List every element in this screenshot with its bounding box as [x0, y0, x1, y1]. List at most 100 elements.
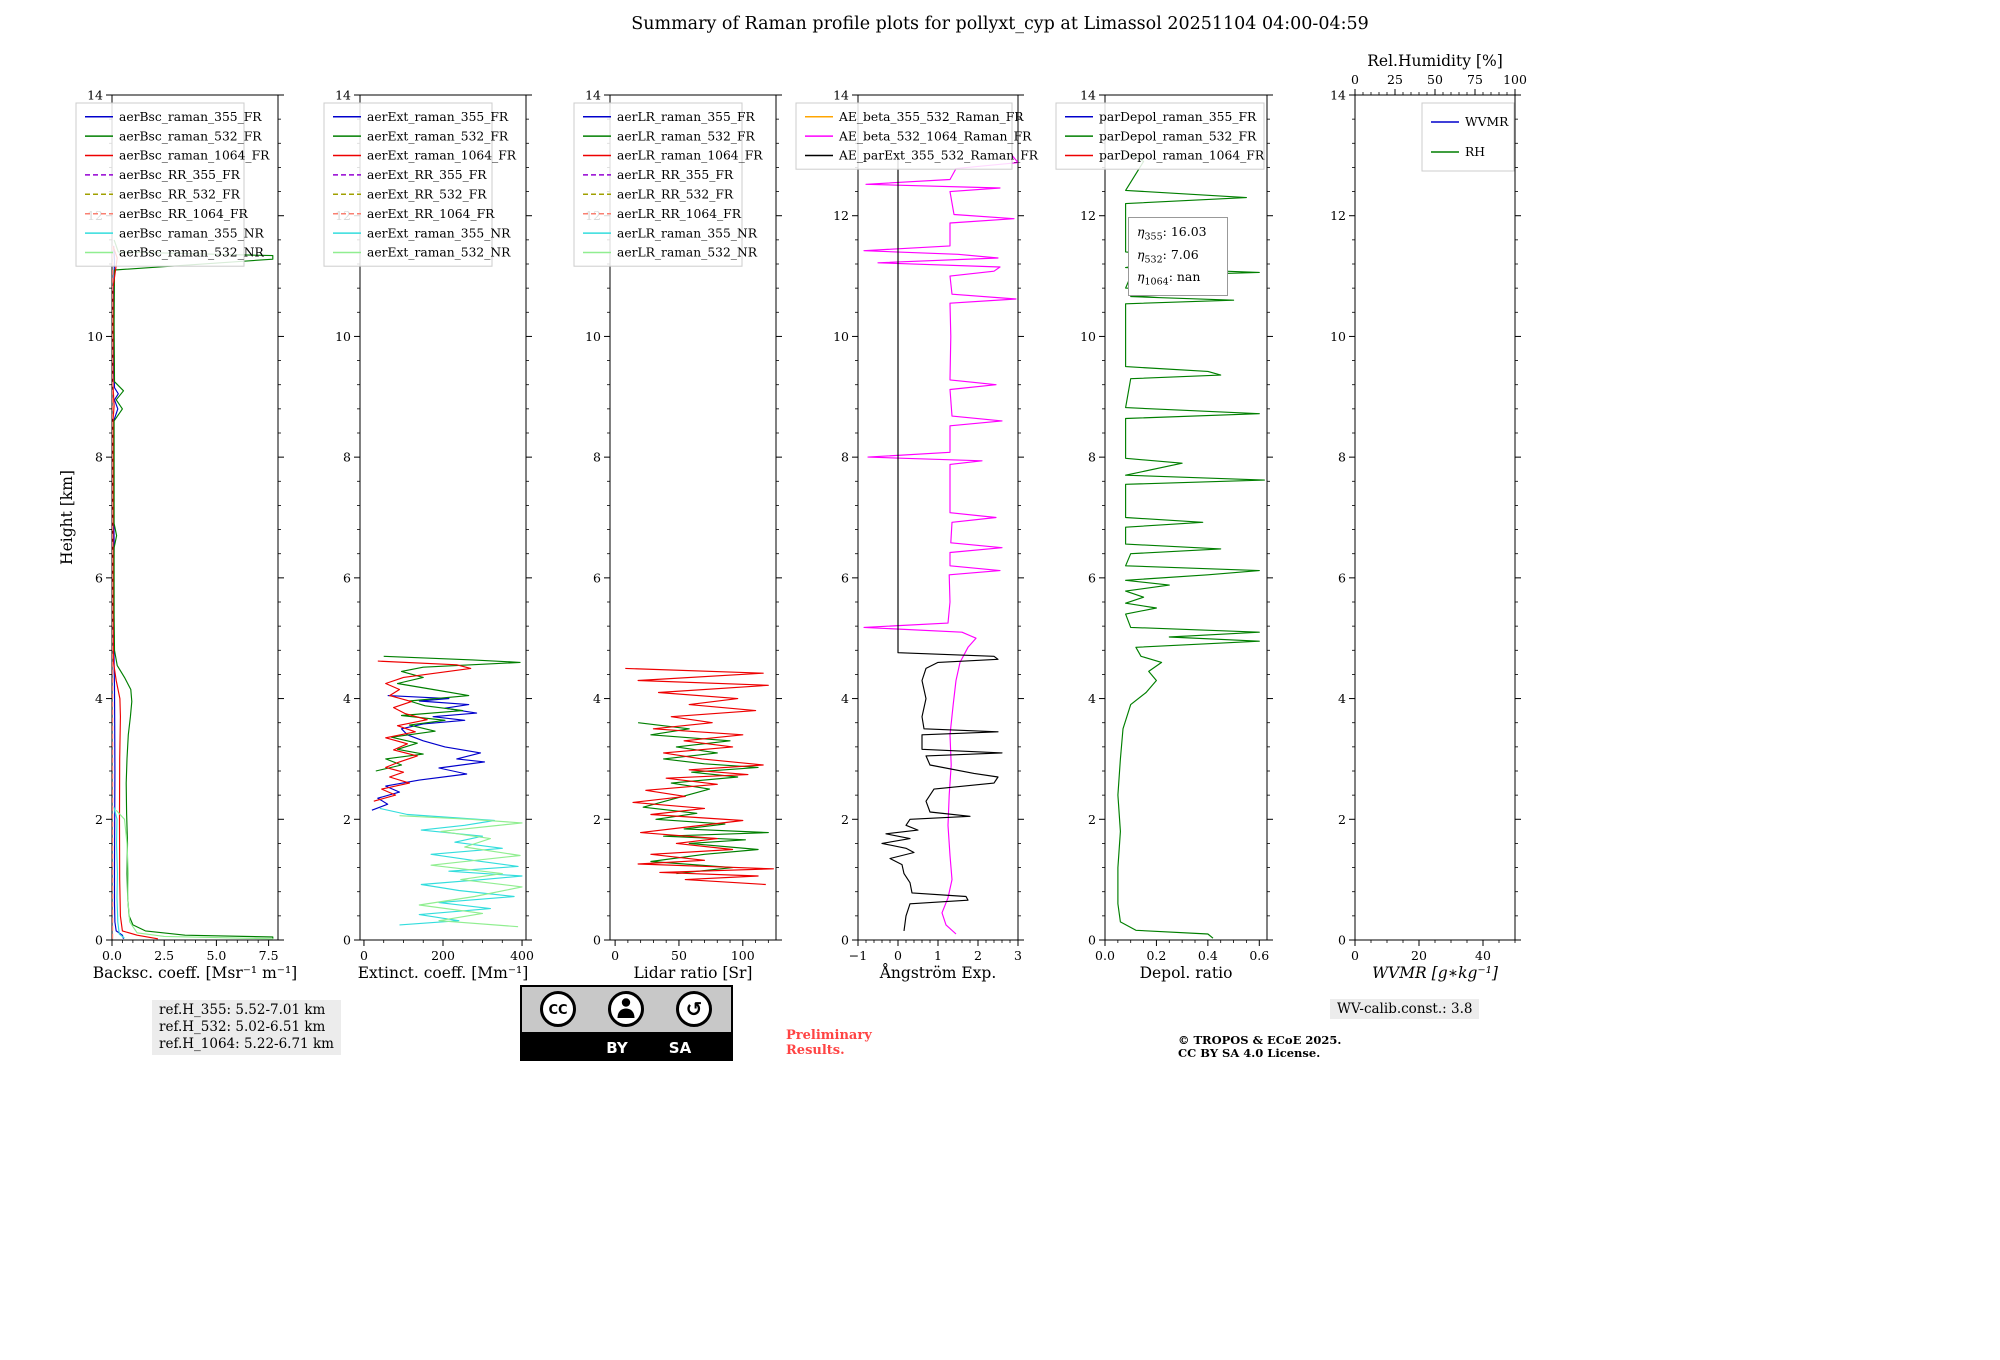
copyright-line-2: CC BY SA 4.0 License.: [1178, 1046, 1321, 1060]
y-axis-label: Height [km]: [58, 470, 76, 565]
badge-bottom-bar: [521, 1032, 732, 1060]
series-aerExt_raman_532_FR: [375, 655, 521, 772]
y-tick-label: 0: [841, 933, 849, 948]
legend-label: aerLR_RR_532_FR: [617, 188, 734, 202]
legend-item-aerLR_RR_532_FR: aerLR_RR_532_FR: [583, 188, 734, 202]
y-tick-label: 6: [95, 570, 103, 585]
eta-line: η355: 16.03: [1137, 224, 1207, 243]
x-tick-label: 0.0: [1095, 948, 1115, 963]
eta-line: η1064: nan: [1137, 269, 1201, 288]
legend-label: aerBsc_raman_1064_FR: [119, 149, 270, 163]
ref-h-355: ref.H_355: 5.52-7.01 km: [159, 1002, 326, 1018]
legend-item-AE_beta_355_532_Raman_FR: AE_beta_355_532_Raman_FR: [805, 110, 1024, 124]
legend-item-aerBsc_raman_532_NR: aerBsc_raman_532_NR: [85, 246, 265, 260]
series-AE_parExt_355_532_Raman_FR: [881, 155, 1003, 931]
series-aerBsc_raman_532_NR: [115, 809, 273, 940]
legend-item-aerLR_raman_532_FR: aerLR_raman_532_FR: [583, 129, 755, 143]
panel-depol: 0 2 4 6 8 10 12 14 0.0 0.2 0.4 0.6 Depol. ratio parDe…: [1055, 88, 1273, 982]
legend-label: aerLR_raman_532_NR: [617, 246, 758, 260]
legend-item-aerBsc_raman_1064_FR: aerBsc_raman_1064_FR: [85, 149, 270, 163]
legend-label: aerExt_raman_532_FR: [367, 129, 509, 143]
series-aerBsc_raman_355_FR: [113, 245, 125, 939]
top-tick-label: 50: [1427, 72, 1443, 87]
x-tick-label: 0: [360, 948, 368, 963]
legend-item-AE_beta_532_1064_Raman_FR: AE_beta_532_1064_Raman_FR: [805, 129, 1032, 143]
x-tick-label: 0.4: [1198, 948, 1218, 963]
x-axis-label: Ångström Exp.: [879, 964, 997, 982]
legend-item-aerExt_RR_532_FR: aerExt_RR_532_FR: [333, 188, 487, 202]
y-tick-label: 10: [1080, 329, 1096, 344]
legend-angstroem: AE_beta_355_532_Raman_FR AE_beta_532_1064…: [795, 102, 1039, 170]
badge-by-text: BY: [606, 1039, 629, 1057]
legend-label: aerLR_RR_1064_FR: [617, 207, 742, 221]
legend-label: aerExt_raman_355_FR: [367, 110, 509, 124]
legend-label: RH: [1465, 145, 1485, 159]
legend-item-aerLR_RR_355_FR: aerLR_RR_355_FR: [583, 168, 734, 182]
y-tick-label: 4: [1338, 691, 1346, 706]
x-tick-label: 0: [611, 948, 619, 963]
figure-title: Summary of Raman profile plots for polly…: [631, 14, 1369, 34]
depol-eta-annotation: η355: 16.03 η532: 7.06 η1064: nan: [1128, 217, 1228, 296]
series-aerBsc_raman_1064_FR: [112, 245, 158, 940]
y-tick-label: 14: [335, 88, 351, 103]
x-tick-label: 7.5: [259, 948, 279, 963]
x-tick-label: 0.6: [1249, 948, 1269, 963]
legend-item-aerBsc_RR_355_FR: aerBsc_RR_355_FR: [85, 168, 241, 182]
legend-item-aerBsc_RR_532_FR: aerBsc_RR_532_FR: [85, 188, 241, 202]
series-aerBsc_raman_355_NR: [113, 807, 125, 939]
top-axis-label: Rel.Humidity [%]: [1367, 52, 1503, 70]
series-AE_beta_532_1064_Raman_FR: [863, 155, 1018, 935]
x-tick-label: 400: [510, 948, 534, 963]
legend-label: aerLR_raman_355_NR: [617, 226, 758, 240]
legend-item-parDepol_raman_1064_FR: parDepol_raman_1064_FR: [1065, 149, 1265, 163]
wv-calibration-note: WV-calib.const.: 3.8: [1330, 999, 1480, 1019]
legend-label: aerBsc_RR_355_FR: [119, 168, 241, 182]
copyright-note: © TROPOS & ECoE 2025. CC BY SA 4.0 Licen…: [1178, 1034, 1341, 1060]
ref-h-532: ref.H_532: 5.02-6.51 km: [159, 1019, 326, 1035]
x-tick-label: 3: [1014, 948, 1022, 963]
legend-label: AE_parExt_355_532_Raman_FR: [838, 149, 1039, 163]
y-tick-label: 8: [95, 450, 103, 465]
y-tick-label: 2: [1338, 812, 1346, 827]
y-tick-label: 0: [1338, 933, 1346, 948]
legend-item-aerExt_raman_1064_FR: aerExt_raman_1064_FR: [333, 149, 517, 163]
y-tick-label: 8: [1338, 450, 1346, 465]
legend-backscatter: aerBsc_raman_355_FR aerBsc_raman_532_FRae…: [75, 102, 270, 267]
sa-arrow-icon: ↺: [686, 997, 703, 1021]
legend-label: aerBsc_RR_532_FR: [119, 188, 241, 202]
legend-label: aerBsc_RR_1064_FR: [119, 207, 249, 221]
copyright-line-1: © TROPOS & ECoE 2025.: [1178, 1033, 1342, 1047]
y-tick-label: 14: [87, 88, 103, 103]
x-tick-label: 20: [1411, 948, 1427, 963]
y-tick-label: 12: [1080, 208, 1096, 223]
legend-label: aerLR_raman_355_FR: [617, 110, 755, 124]
legend-item-aerExt_RR_1064_FR: aerExt_RR_1064_FR: [333, 207, 495, 221]
axes-frame: [1354, 94, 1516, 941]
y-tick-label: 8: [841, 450, 849, 465]
y-tick-label: 2: [1088, 812, 1096, 827]
y-tick-label: 0: [1088, 933, 1096, 948]
legend-item-WVMR: WVMR: [1431, 115, 1509, 129]
y-tick-label: 12: [833, 208, 849, 223]
x-tick-label: 2.5: [154, 948, 174, 963]
y-tick-label: 6: [1338, 570, 1346, 585]
y-tick-label: 0: [95, 933, 103, 948]
y-tick-label: 4: [841, 691, 849, 706]
y-tick-label: 10: [335, 329, 351, 344]
x-tick-label: −1: [849, 948, 867, 963]
legend-label: AE_beta_355_532_Raman_FR: [838, 110, 1024, 124]
legend-item-aerExt_raman_355_NR: aerExt_raman_355_NR: [333, 226, 511, 240]
y-tick-label: 6: [343, 570, 351, 585]
y-tick-label: 8: [1088, 450, 1096, 465]
y-tick-label: 10: [87, 329, 103, 344]
reference-heights-box: ref.H_355: 5.52-7.01 km ref.H_532: 5.02-…: [152, 1000, 341, 1055]
y-tick-label: 14: [1330, 88, 1346, 103]
x-axis-label: Lidar ratio [Sr]: [634, 964, 753, 982]
x-tick-label: 1: [934, 948, 942, 963]
y-tick-label: 4: [593, 691, 601, 706]
y-tick-label: 6: [593, 570, 601, 585]
y-tick-label: 6: [841, 570, 849, 585]
legend-extinction: aerExt_raman_355_FR aerExt_raman_532_FRae…: [323, 102, 517, 267]
y-tick-label: 2: [95, 812, 103, 827]
